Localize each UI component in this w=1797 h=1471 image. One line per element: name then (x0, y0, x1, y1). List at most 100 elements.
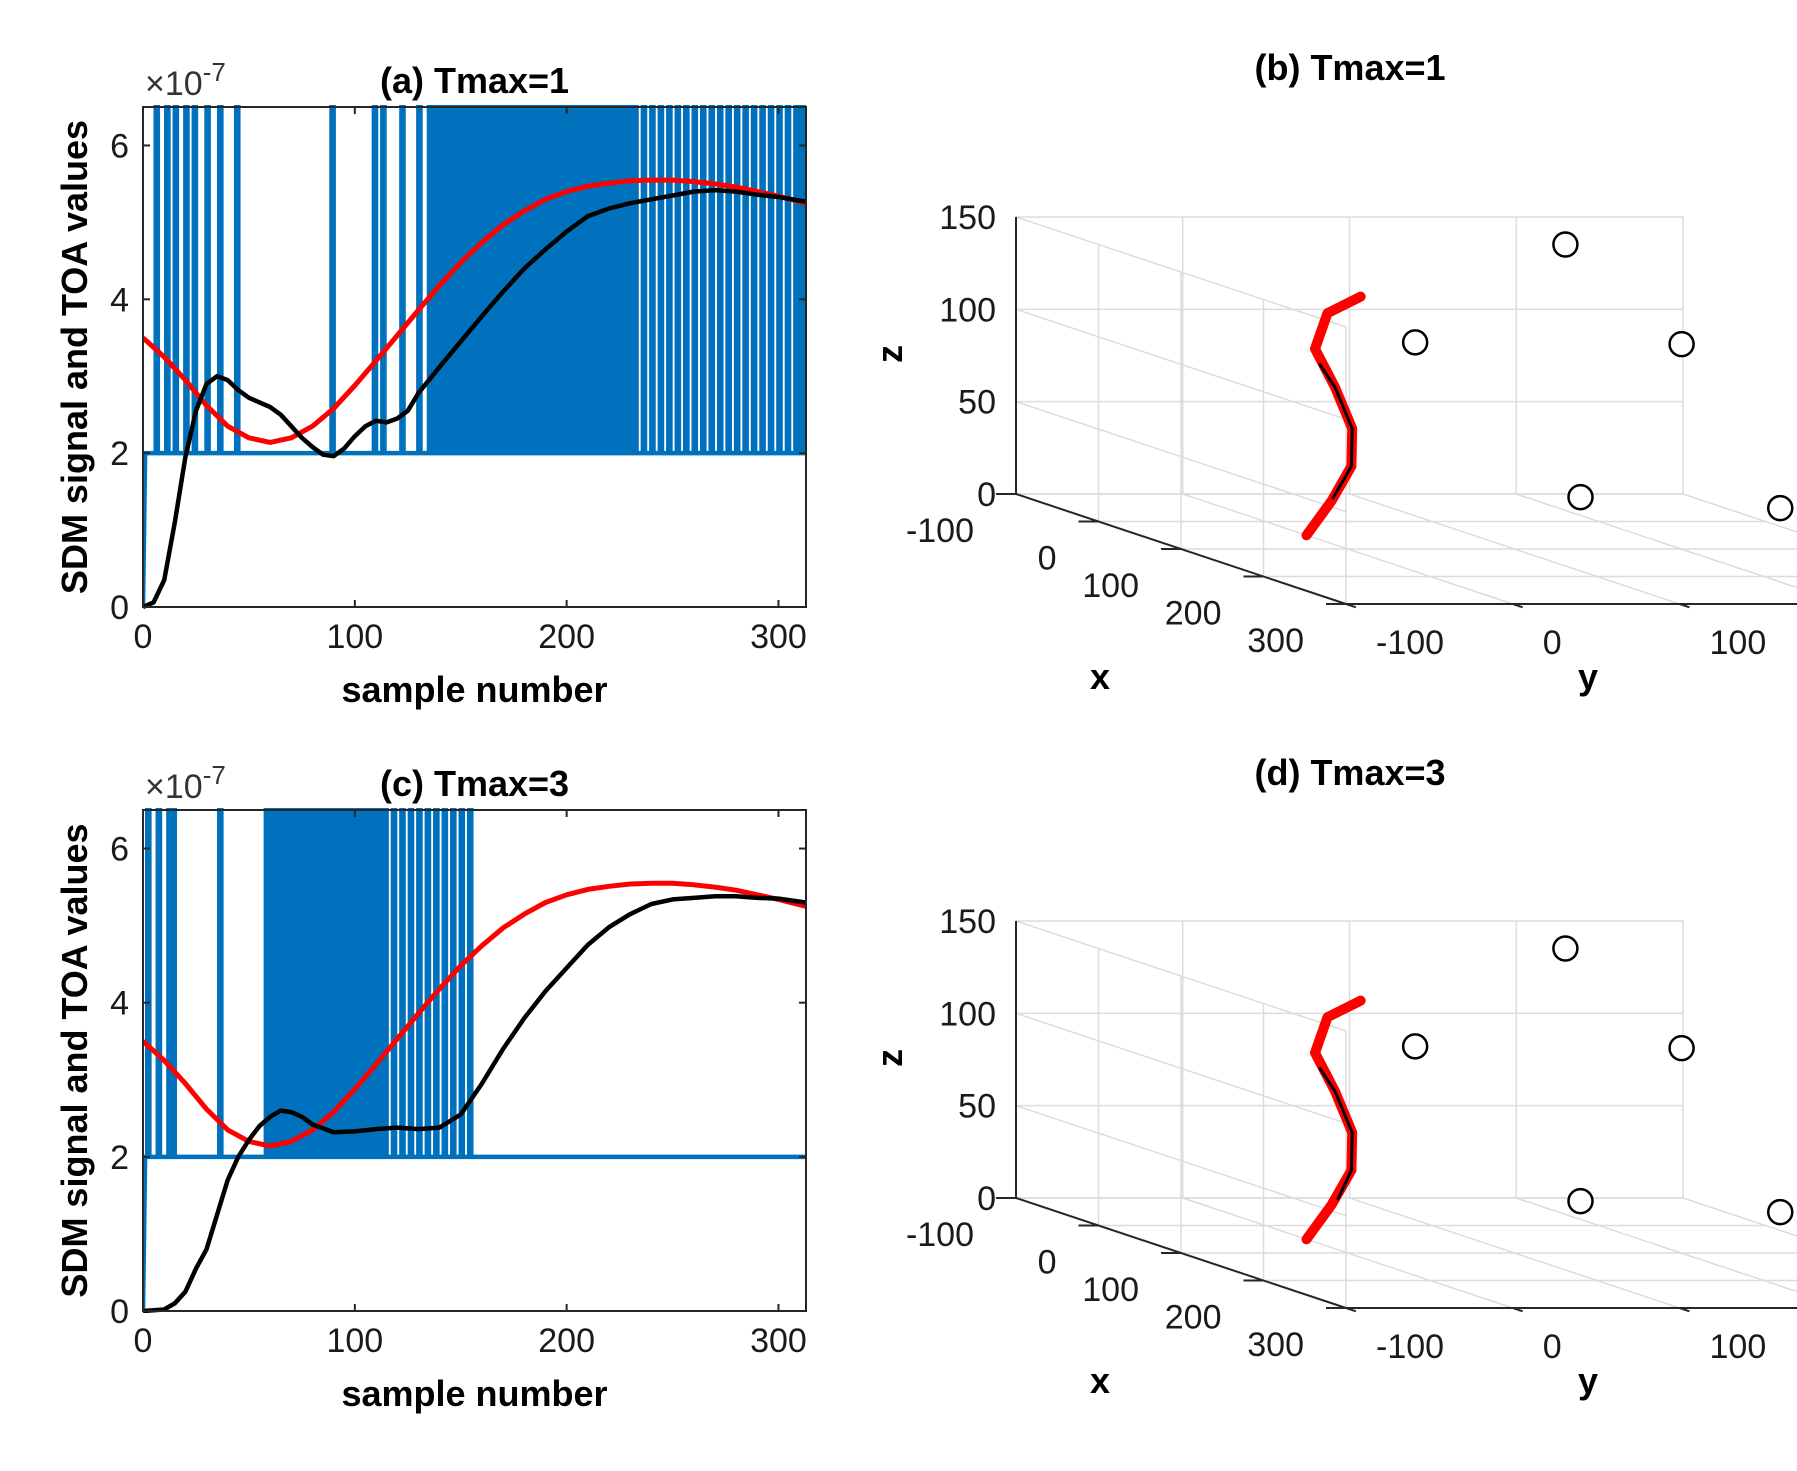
y-tick-label: 0 (110, 1293, 129, 1331)
x-tick-label: 200 (538, 1322, 595, 1360)
panel-b: -1000100200300-1000100200300050100150xyz… (869, 47, 1797, 697)
exponent-power: -7 (203, 57, 226, 87)
estimate-line (143, 187, 806, 609)
z-tick-label: 150 (939, 199, 996, 237)
anchor-marker (1401, 1033, 1429, 1060)
anchor-marker (1401, 329, 1429, 356)
estimate-line (143, 894, 806, 1313)
y-tick-label: -100 (1376, 1328, 1444, 1366)
y-tick-mark (1345, 1307, 1357, 1313)
chart-title: (b) Tmax=1 (1254, 47, 1445, 88)
x-axis-label: sample number (341, 669, 607, 710)
estimated-path-line (1318, 1067, 1354, 1201)
y-tick-label: 6 (110, 127, 129, 165)
plot-area (143, 810, 806, 1311)
anchor-marker (1567, 1187, 1594, 1215)
floor-grid-line (1349, 493, 1680, 605)
y-tick-label: 6 (110, 831, 129, 869)
x-tick-label: 300 (1247, 1326, 1304, 1364)
toa-line (143, 880, 806, 1149)
y-axis-label: y (1578, 1360, 1598, 1401)
y-axis-label: y (1578, 656, 1598, 697)
wall-grid-line (1015, 400, 1347, 513)
floor-grid-line (1516, 493, 1797, 589)
y-tick-label: -100 (1376, 624, 1444, 662)
x-axis-label: x (1090, 1360, 1110, 1401)
wall-grid-line (1015, 308, 1347, 421)
y-tick-label: 100 (1710, 624, 1767, 662)
anchor-marker (1767, 494, 1794, 522)
anchor-marker (1668, 1034, 1695, 1062)
y-tick-label: 0 (1543, 1328, 1562, 1366)
x-tick-label: 200 (1165, 595, 1222, 633)
floor-grid-line (1682, 1197, 1797, 1237)
x-tick-label: 0 (1038, 540, 1057, 578)
x-tick-label: 300 (750, 1322, 807, 1360)
x-tick-label: 300 (750, 618, 807, 656)
z-axis-label: z (869, 345, 910, 363)
x-tick-label: 100 (1082, 567, 1139, 605)
floor-grid-line (1516, 1197, 1797, 1293)
floor-grid-line (1682, 493, 1797, 533)
y-tick-mark (1679, 1307, 1690, 1313)
exponent-label: ×10-7 (145, 57, 226, 103)
z-tick-label: 0 (977, 476, 996, 514)
y-tick-mark (1679, 603, 1690, 609)
z-tick-label: 100 (939, 291, 996, 329)
anchor-marker (1567, 483, 1594, 511)
x-axis-label: x (1090, 656, 1110, 697)
y-axis-label: SDM signal and TOA values (54, 120, 95, 594)
y-tick-mark (1345, 603, 1357, 609)
y-axis-label: SDM signal and TOA values (54, 823, 95, 1297)
toa-line (143, 177, 806, 445)
panel-c: 0 100 200 300 0 2 4 6 ×10-7 (c) Tmax=3 sample numb… (54, 760, 807, 1414)
x-tick-label: -100 (906, 512, 974, 550)
anchor-marker (1668, 330, 1695, 358)
y-tick-label: 0 (110, 589, 129, 627)
z-tick-label: 50 (958, 1088, 996, 1126)
x-tick-label: 200 (1165, 1299, 1222, 1337)
anchor-marker (1767, 1198, 1794, 1226)
axes-box (142, 809, 807, 1312)
y-tick-mark (1512, 1307, 1523, 1313)
panel-a: 0 100 200 300 0 2 4 6 ×10-7 (a) Tmax=1 sample numb… (54, 57, 807, 710)
x-tick-label: -100 (906, 1216, 974, 1254)
estimated-path-line (1318, 363, 1354, 500)
anchor-marker (1552, 935, 1579, 962)
chart-title: (a) Tmax=1 (380, 60, 569, 101)
axes-box (142, 106, 807, 608)
exponent-label: ×10-7 (145, 760, 226, 806)
z-tick-label: 150 (939, 903, 996, 941)
z-tick-label: 50 (958, 384, 996, 422)
wall-grid-line (1015, 1104, 1347, 1217)
x-tick-label: 0 (1038, 1244, 1057, 1282)
z-tick-label: 0 (977, 1180, 996, 1218)
y-tick-label: 4 (110, 985, 129, 1023)
x-tick-label: 0 (134, 618, 153, 656)
y-tick-label: 2 (110, 1139, 129, 1177)
x-axis-label: sample number (341, 1373, 607, 1414)
floor-grid-line (1349, 1197, 1680, 1309)
y-tick-label: 100 (1710, 1328, 1767, 1366)
y-tick-label: 4 (110, 281, 129, 319)
x-tick-label: 300 (1247, 622, 1304, 660)
wall-grid-line (1015, 1012, 1347, 1125)
chart-title: (c) Tmax=3 (380, 763, 569, 804)
exponent-base: ×10 (145, 768, 203, 806)
panel-d: -1000100200300-1000100200300050100150xyz… (869, 752, 1797, 1401)
z-axis-label: z (869, 1049, 910, 1067)
x-tick-label: 0 (134, 1322, 153, 1360)
x-tick-label: 100 (1082, 1271, 1139, 1309)
wall-grid-line (1015, 920, 1347, 1032)
y-tick-label: 2 (110, 435, 129, 473)
wall-grid-line (1015, 216, 1347, 328)
x-tick-label: 200 (538, 618, 595, 656)
anchor-marker (1552, 231, 1579, 258)
x-tick-label: 100 (326, 1322, 383, 1360)
chart-title: (d) Tmax=3 (1254, 752, 1445, 793)
z-tick-label: 100 (939, 995, 996, 1033)
y-tick-mark (1512, 603, 1523, 609)
exponent-base: ×10 (145, 65, 203, 103)
y-tick-label: 0 (1543, 624, 1562, 662)
